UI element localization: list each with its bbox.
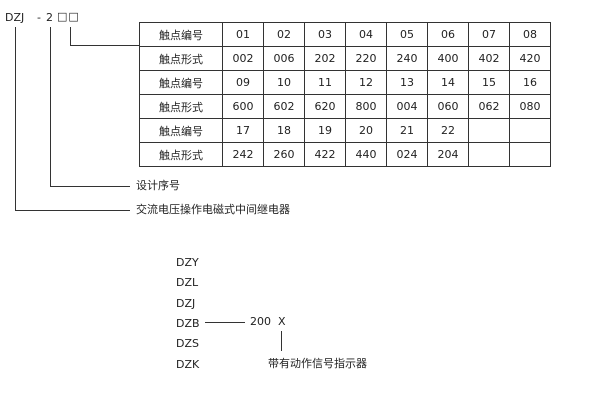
design-no-label: 设计序号	[136, 179, 180, 192]
table-cell: 004	[386, 94, 428, 119]
table-cell: 14	[427, 70, 469, 95]
table-cell: 600	[222, 94, 264, 119]
table-cell: 03	[304, 22, 346, 47]
table-cell: 080	[509, 94, 551, 119]
table-cell: 15	[468, 70, 510, 95]
suffix-x: X	[278, 315, 286, 328]
table-cell: 22	[427, 118, 469, 143]
row-label: 触点形式	[139, 142, 223, 167]
table-cell	[509, 142, 551, 167]
table-row: 触点编号 01 02 03 04 05 06 07 08	[139, 22, 551, 47]
variant-code: DZY	[176, 256, 199, 269]
table-cell: 11	[304, 70, 346, 95]
table-cell: 402	[468, 46, 510, 71]
table-cell: 220	[345, 46, 387, 71]
table-cell: 240	[386, 46, 428, 71]
table-cell	[509, 118, 551, 143]
table-cell: 01	[222, 22, 264, 47]
suffix-note: 带有动作信号指示器	[268, 357, 367, 370]
table-cell: 202	[304, 46, 346, 71]
table-cell: 04	[345, 22, 387, 47]
table-cell: 422	[304, 142, 346, 167]
code-prefix: DZJ	[5, 11, 25, 24]
table-row: 触点编号 09 10 11 12 13 14 15 16	[139, 70, 551, 95]
row-label: 触点形式	[139, 94, 223, 119]
leader-line	[50, 27, 51, 186]
table-cell: 440	[345, 142, 387, 167]
row-label: 触点编号	[139, 22, 223, 47]
table-cell: 06	[427, 22, 469, 47]
table-row: 触点形式 600 602 620 800 004 060 062 080	[139, 94, 551, 119]
variant-code: DZL	[176, 276, 199, 290]
table-cell: 204	[427, 142, 469, 167]
table-cell: 400	[427, 46, 469, 71]
relay-type-label: 交流电压操作电磁式中间继电器	[136, 203, 290, 216]
table-cell: 620	[304, 94, 346, 119]
suffix-number: 200	[250, 315, 271, 328]
table-row: 触点编号 17 18 19 20 21 22	[139, 118, 551, 143]
variant-code: DZB	[176, 316, 200, 330]
table-cell: 09	[222, 70, 264, 95]
table-cell: 10	[263, 70, 305, 95]
connector-line	[205, 322, 245, 323]
connector-line	[281, 331, 282, 351]
table-cell	[468, 142, 510, 167]
variant-code: DZJ	[176, 296, 196, 310]
contact-table: 触点编号 01 02 03 04 05 06 07 08 触点形式 002 006 202 220 240 4…	[139, 22, 551, 167]
table-cell: 420	[509, 46, 551, 71]
table-cell: 05	[386, 22, 428, 47]
table-cell: 242	[222, 142, 264, 167]
variant-code: DZK	[176, 357, 200, 371]
table-cell: 800	[345, 94, 387, 119]
table-cell: 20	[345, 118, 387, 143]
table-cell: 006	[263, 46, 305, 71]
table-cell: 19	[304, 118, 346, 143]
code-series: 2	[46, 11, 53, 24]
table-cell: 17	[222, 118, 264, 143]
leader-line	[15, 210, 130, 211]
code-dash: -	[37, 11, 41, 24]
table-cell: 16	[509, 70, 551, 95]
table-cell: 21	[386, 118, 428, 143]
table-cell: 602	[263, 94, 305, 119]
table-cell: 062	[468, 94, 510, 119]
variant-code: DZS	[176, 337, 199, 351]
table-cell: 13	[386, 70, 428, 95]
table-cell: 12	[345, 70, 387, 95]
leader-line	[70, 27, 71, 45]
table-cell: 260	[263, 142, 305, 167]
leader-line	[15, 27, 16, 210]
code-boxes: □□	[57, 10, 80, 23]
leader-line	[70, 45, 139, 46]
table-cell: 18	[263, 118, 305, 143]
table-cell: 060	[427, 94, 469, 119]
table-row: 触点形式 002 006 202 220 240 400 402 420	[139, 46, 551, 71]
row-label: 触点编号	[139, 118, 223, 143]
table-cell	[468, 118, 510, 143]
table-cell: 07	[468, 22, 510, 47]
table-cell: 002	[222, 46, 264, 71]
table-cell: 08	[509, 22, 551, 47]
table-row: 触点形式 242 260 422 440 024 204	[139, 142, 551, 167]
table-cell: 02	[263, 22, 305, 47]
row-label: 触点形式	[139, 46, 223, 71]
row-label: 触点编号	[139, 70, 223, 95]
leader-line	[50, 186, 130, 187]
table-cell: 024	[386, 142, 428, 167]
